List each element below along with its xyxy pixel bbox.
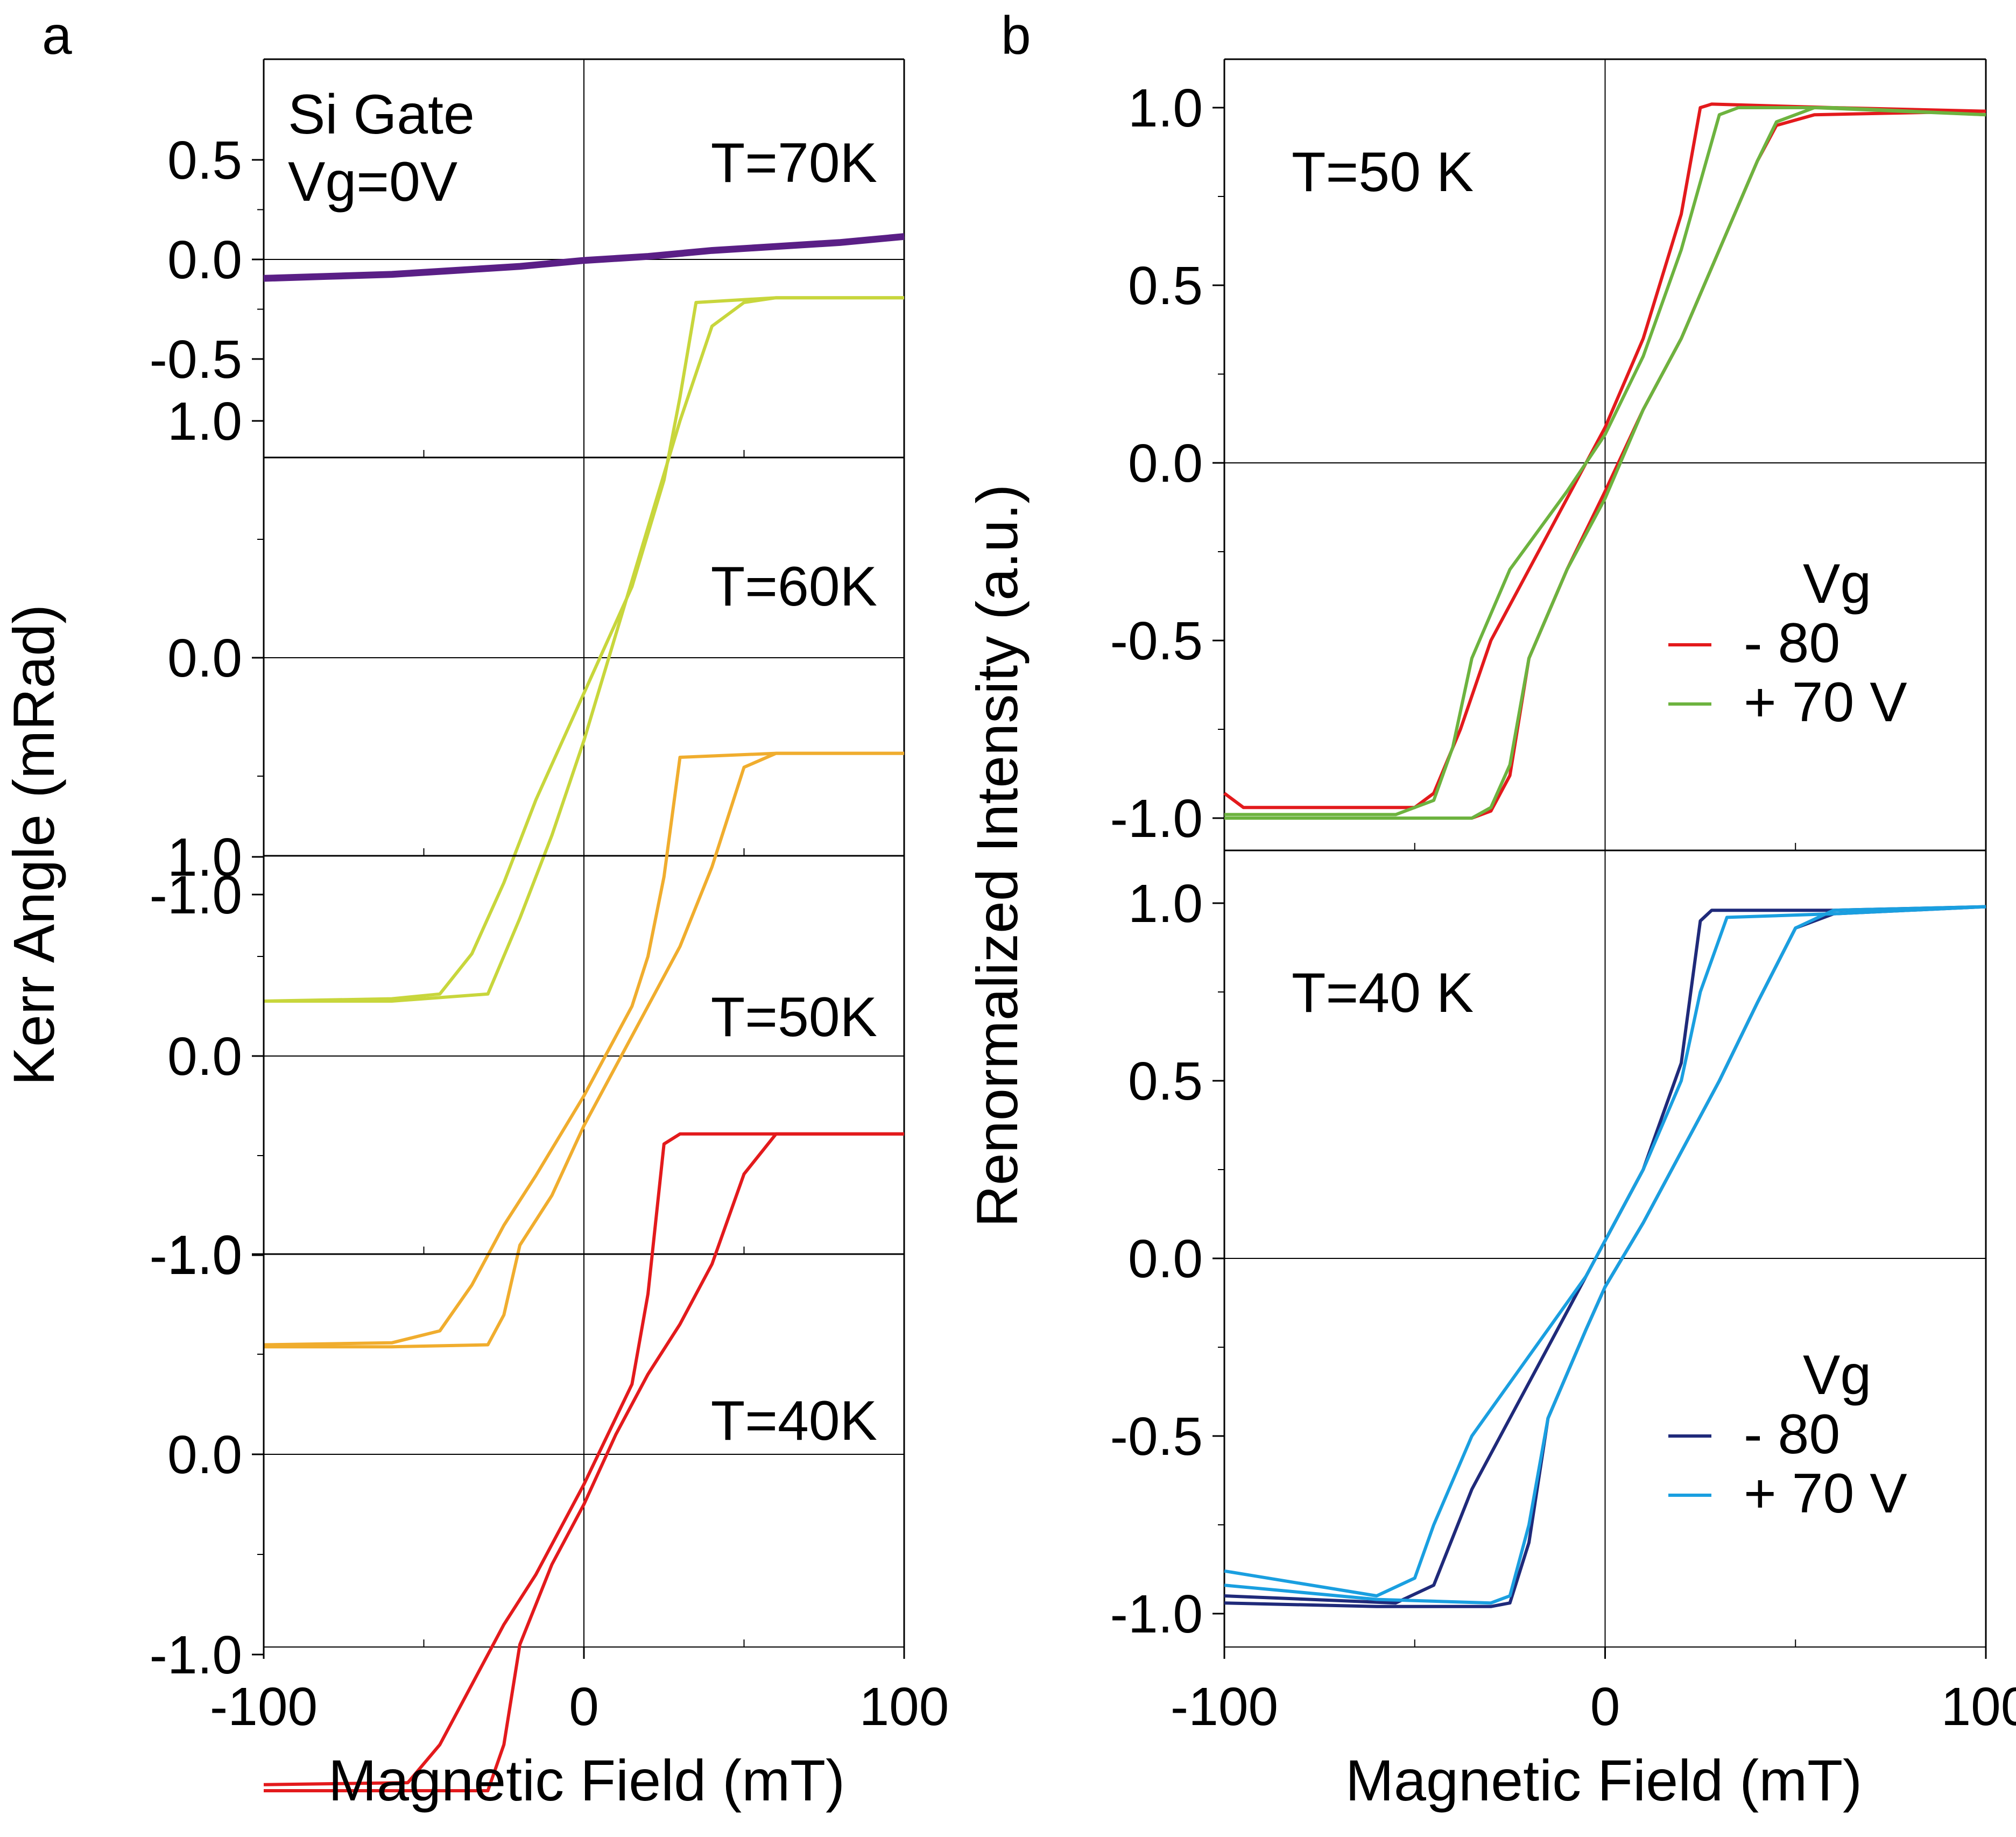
temperature-label: T=50K xyxy=(711,986,877,1048)
subplot-a4: 1.0 0.0 -1.0 T=40K xyxy=(150,1132,905,1792)
y-tick-label: 1.0 xyxy=(167,1224,242,1285)
y-tick-label: 0.5 xyxy=(167,130,242,191)
y-tick-label: 1.0 xyxy=(167,391,242,452)
legend-entry: + 70 V xyxy=(1744,1462,1907,1525)
y-tick-label: 0.0 xyxy=(167,1425,242,1485)
legend-entry: - 80 xyxy=(1744,1403,1840,1466)
y-tick-label: 0.0 xyxy=(1128,433,1203,494)
panel-letter-b: b xyxy=(1001,5,1031,66)
x-tick-label: 0 xyxy=(569,1677,599,1737)
legend-title: Vg xyxy=(1803,553,1871,615)
series-line-b2-sweep-up xyxy=(1224,905,1986,1597)
y-tick-label: -1.0 xyxy=(150,865,242,925)
y-tick-label: 1.0 xyxy=(1128,78,1203,138)
legend-entry: + 70 V xyxy=(1744,671,1907,734)
series-line-b1-sweep-up xyxy=(1223,102,1986,810)
series-line-b1-sweep-up xyxy=(1224,106,1986,817)
y-tick-label: 0.0 xyxy=(1128,1229,1203,1289)
subplot-b1: 1.0 0.5 0.0 -0.5 -1.0 T=50 K Vg- 80+ 70 V xyxy=(1110,58,1987,851)
x-tick-label: 100 xyxy=(1941,1677,2016,1737)
series-line-a4-sweep-down xyxy=(264,1132,904,1792)
x-tick-label: 0 xyxy=(1590,1677,1620,1737)
y-axis-title: Kerr Angle (mRad) xyxy=(1,604,66,1086)
y-tick-label: 0.5 xyxy=(1128,1051,1203,1111)
y-tick-label: 0.5 xyxy=(1128,256,1203,316)
y-tick-label: 0.0 xyxy=(167,1026,242,1087)
legend-title: Vg xyxy=(1803,1344,1871,1406)
series-line-a1-sweep-down xyxy=(263,235,905,282)
subplot-b2: 1.0 0.5 0.0 -0.5 -1.0 T=40 K Vg- 80+ 70 V xyxy=(1110,849,1987,1648)
y-axis-title: Renormalized Intensity (a.u.) xyxy=(964,484,1030,1228)
temperature-label: T=50 K xyxy=(1292,141,1474,203)
series-line-a2-sweep-down xyxy=(264,296,904,1003)
y-tick-label: -0.5 xyxy=(1110,1406,1203,1467)
series-line-a4-sweep-up xyxy=(263,1132,904,1786)
gate-label: Si Gate xyxy=(288,83,475,146)
y-tick-label: 0.0 xyxy=(167,628,242,688)
y-tick-label: -0.5 xyxy=(150,329,242,390)
temperature-label: T=40K xyxy=(711,1390,877,1452)
y-tick-label: -1.0 xyxy=(150,1625,242,1685)
temperature-label: T=40 K xyxy=(1292,962,1474,1024)
series-line-a3-sweep-down xyxy=(264,751,904,1349)
series-line-b1-sweep-down xyxy=(1224,106,1986,820)
x-tick-label: -100 xyxy=(1171,1677,1278,1737)
gate-voltage-label: Vg=0V xyxy=(288,151,457,213)
x-tick-label: -100 xyxy=(210,1677,318,1737)
y-tick-label: 1.0 xyxy=(167,827,242,888)
subplot-a2: 1.0 0.0 -1.0 T=60K xyxy=(150,296,905,1003)
y-tick-label: -0.5 xyxy=(1110,611,1203,671)
y-tick-label: -1.0 xyxy=(150,1226,242,1286)
panel-letter-a: a xyxy=(42,5,72,66)
series-line-a2-sweep-up xyxy=(263,296,904,1003)
y-tick-label: 1.0 xyxy=(1128,874,1203,934)
temperature-label: T=60K xyxy=(711,555,877,618)
x-axis-title: Magnetic Field (mT) xyxy=(328,1748,845,1813)
x-axis-title: Magnetic Field (mT) xyxy=(1345,1748,1862,1813)
series-line-a3-sweep-up xyxy=(263,751,904,1347)
y-tick-label: 0.0 xyxy=(167,230,242,290)
x-tick-label: 100 xyxy=(859,1677,949,1737)
series-line-b2-sweep-down xyxy=(1224,905,1986,1605)
panel-b: b1.00.50.0-0.5-1.0T=50 KVg- 80+ 70 V1.00… xyxy=(964,5,2016,1813)
subplot-a3: 1.0 0.0 -1.0 T=50K xyxy=(150,751,905,1349)
y-tick-label: -1.0 xyxy=(1110,1584,1203,1644)
y-tick-label: -1.0 xyxy=(1110,789,1203,849)
temperature-label: T=70K xyxy=(711,132,877,194)
legend-entry: - 80 xyxy=(1744,612,1840,674)
